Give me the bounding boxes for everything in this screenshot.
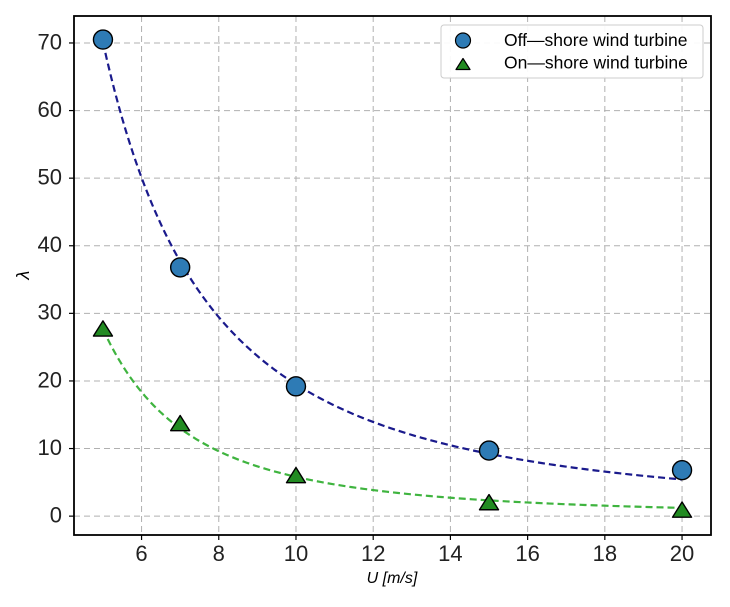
- svg-text:20: 20: [670, 541, 694, 566]
- svg-text:30: 30: [38, 300, 62, 325]
- svg-text:40: 40: [38, 232, 62, 257]
- svg-text:14: 14: [438, 541, 462, 566]
- svg-text:20: 20: [38, 367, 62, 392]
- svg-text:16: 16: [515, 541, 539, 566]
- svg-text:λ: λ: [13, 271, 33, 281]
- svg-text:U [m/s]: U [m/s]: [367, 570, 418, 587]
- svg-text:70: 70: [38, 29, 62, 54]
- svg-text:0: 0: [50, 503, 62, 528]
- svg-text:8: 8: [213, 541, 225, 566]
- svg-text:6: 6: [135, 541, 147, 566]
- svg-text:10: 10: [38, 435, 62, 460]
- svg-text:18: 18: [593, 541, 617, 566]
- svg-text:Off—shore wind turbine: Off—shore wind turbine: [504, 30, 688, 50]
- svg-text:50: 50: [38, 165, 62, 190]
- svg-text:On—shore wind turbine: On—shore wind turbine: [504, 53, 688, 73]
- svg-text:60: 60: [38, 97, 62, 122]
- svg-text:12: 12: [361, 541, 385, 566]
- svg-text:10: 10: [284, 541, 308, 566]
